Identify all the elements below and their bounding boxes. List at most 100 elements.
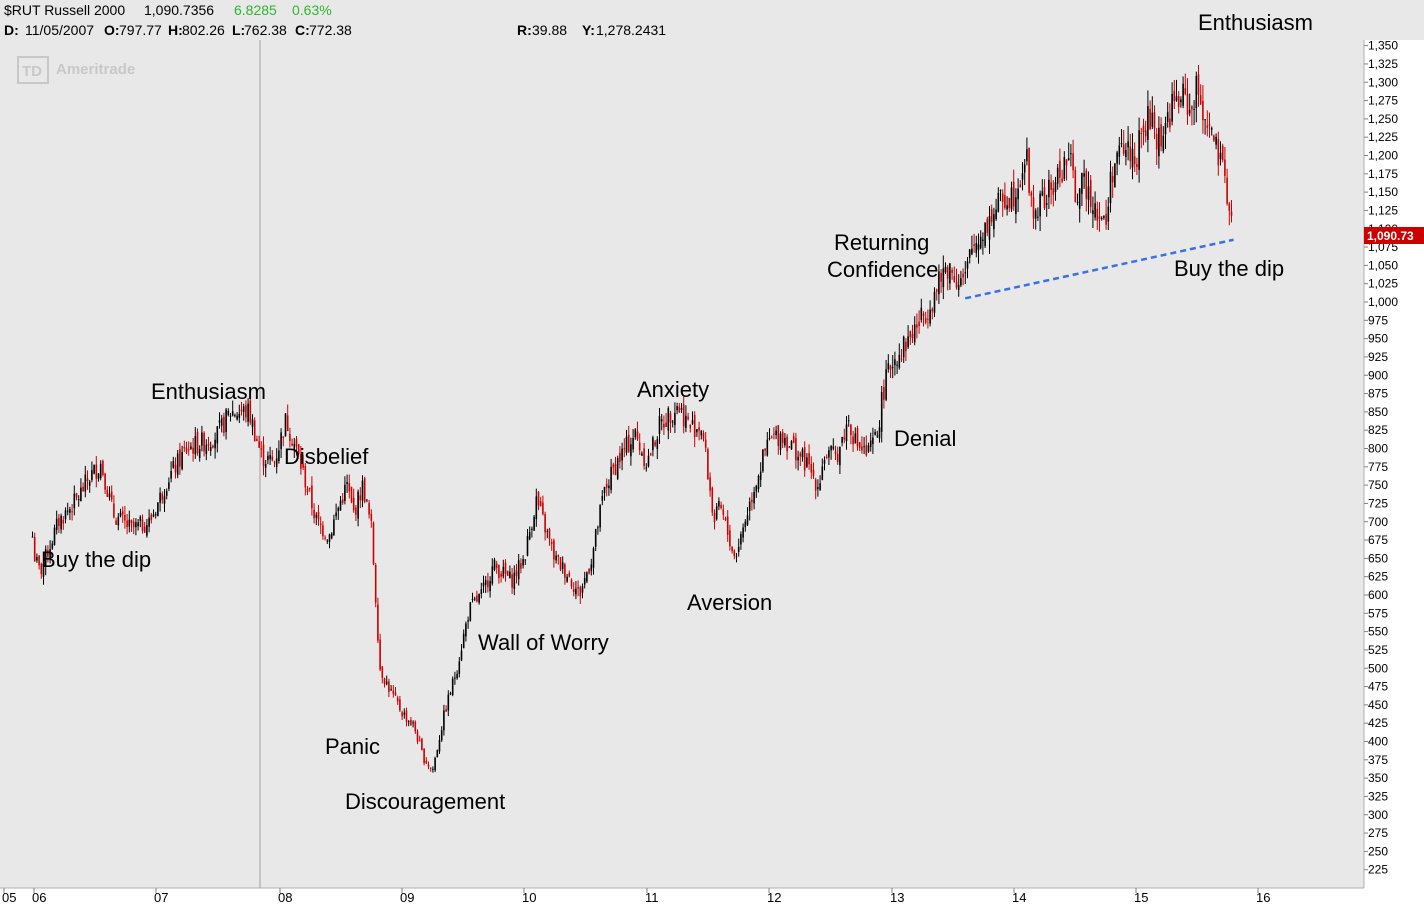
interval-label: D: bbox=[4, 22, 19, 38]
candle-body bbox=[1092, 210, 1094, 215]
y-tick-label: 1,125 bbox=[1368, 203, 1398, 217]
candle-body bbox=[645, 467, 648, 469]
candle-body bbox=[451, 678, 454, 695]
candle-body bbox=[220, 418, 223, 426]
candle-body bbox=[883, 387, 885, 400]
candle-body bbox=[106, 490, 109, 497]
candle-body bbox=[702, 433, 705, 439]
candle-body bbox=[137, 522, 139, 527]
y-tick-label: 375 bbox=[1368, 753, 1388, 767]
y-tick-label: 700 bbox=[1368, 515, 1388, 529]
candle-body bbox=[977, 244, 980, 251]
candle-body bbox=[99, 463, 102, 479]
candle-body bbox=[1153, 112, 1156, 129]
candle-body bbox=[1182, 83, 1184, 106]
candle-body bbox=[313, 509, 315, 519]
candle-body bbox=[836, 453, 839, 463]
candle-body bbox=[887, 363, 890, 370]
candle-body bbox=[1120, 143, 1123, 145]
candle-body bbox=[720, 504, 722, 509]
y-tick-label: 1,350 bbox=[1368, 39, 1398, 53]
candle-body bbox=[520, 563, 522, 569]
candle-body bbox=[1010, 187, 1013, 210]
candle-body bbox=[315, 514, 318, 518]
candle-body bbox=[795, 437, 797, 461]
candle-body bbox=[278, 450, 280, 462]
candle-body bbox=[806, 457, 808, 467]
y-tick-label: 675 bbox=[1368, 533, 1388, 547]
candle-body bbox=[649, 453, 652, 456]
candle-body bbox=[982, 239, 984, 241]
y-tick-label: 775 bbox=[1368, 460, 1388, 474]
candle-body bbox=[843, 437, 846, 440]
candle-body bbox=[971, 248, 973, 255]
y-tick-label: 875 bbox=[1368, 387, 1388, 401]
candle-body bbox=[33, 537, 36, 562]
candle-body bbox=[676, 406, 678, 411]
candle-body bbox=[346, 481, 348, 485]
candle-body bbox=[161, 493, 164, 500]
candle-body bbox=[768, 438, 771, 440]
candle-body bbox=[1028, 147, 1030, 193]
candle-body bbox=[561, 562, 564, 569]
candle-body bbox=[357, 491, 359, 519]
candle-body bbox=[40, 563, 43, 575]
candle-body bbox=[218, 420, 221, 423]
candle-body bbox=[1230, 211, 1233, 216]
candle-body bbox=[284, 413, 287, 437]
candle-body bbox=[729, 530, 731, 547]
candle-body bbox=[304, 465, 307, 488]
candle-body bbox=[110, 491, 113, 500]
candle-body bbox=[682, 404, 685, 427]
candle-body bbox=[1034, 210, 1037, 219]
candle-body bbox=[102, 460, 104, 475]
candle-body bbox=[1193, 108, 1195, 110]
candle-body bbox=[953, 276, 956, 282]
y-tick-label: 1,325 bbox=[1368, 57, 1398, 71]
candle-body bbox=[403, 712, 406, 715]
annotation-disbelief: Disbelief bbox=[284, 444, 369, 469]
candle-body bbox=[1103, 216, 1105, 218]
candle-body bbox=[269, 454, 271, 460]
candle-body bbox=[526, 536, 529, 556]
candle-body bbox=[847, 420, 850, 422]
candle-body bbox=[832, 446, 835, 449]
candle-body bbox=[1127, 141, 1129, 148]
candle-body bbox=[352, 497, 355, 511]
candle-body bbox=[1094, 203, 1096, 218]
candle-body bbox=[176, 453, 179, 475]
candle-body bbox=[264, 463, 267, 468]
candle-body bbox=[71, 511, 73, 513]
candle-body bbox=[1041, 191, 1044, 196]
annotation-anxiety: Anxiety bbox=[637, 377, 709, 402]
candle-body bbox=[484, 580, 487, 585]
candle-body bbox=[841, 437, 843, 443]
candle-body bbox=[709, 477, 711, 491]
candle-body bbox=[258, 441, 260, 448]
y-tick-label: 1,275 bbox=[1368, 94, 1398, 108]
candle-body bbox=[229, 415, 232, 417]
candle-body bbox=[707, 449, 709, 479]
candle-body bbox=[407, 721, 410, 723]
candle-body bbox=[913, 324, 916, 343]
x-tick-label: 10 bbox=[522, 890, 536, 905]
high-label: H: bbox=[168, 22, 183, 38]
candle-body bbox=[506, 570, 509, 576]
x-tick-label: 08 bbox=[278, 890, 292, 905]
candle-body bbox=[55, 518, 58, 531]
candle-body bbox=[715, 506, 718, 520]
candle-body bbox=[812, 469, 815, 477]
candle-body bbox=[196, 432, 199, 454]
candle-body bbox=[577, 586, 579, 589]
candle-body bbox=[209, 446, 212, 451]
candle-body bbox=[570, 579, 573, 587]
candle-body bbox=[251, 419, 254, 427]
candle-body bbox=[916, 324, 918, 328]
annotation-enthusiasm-top: Enthusiasm bbox=[1198, 10, 1313, 35]
y-tick-label: 400 bbox=[1368, 735, 1388, 749]
y-tick-label: 1,175 bbox=[1368, 167, 1398, 181]
candle-body bbox=[799, 453, 802, 457]
last-price-tag-text: 1,090.73 bbox=[1367, 229, 1414, 243]
x-axis-panel bbox=[0, 888, 1364, 911]
candle-body bbox=[291, 443, 293, 446]
